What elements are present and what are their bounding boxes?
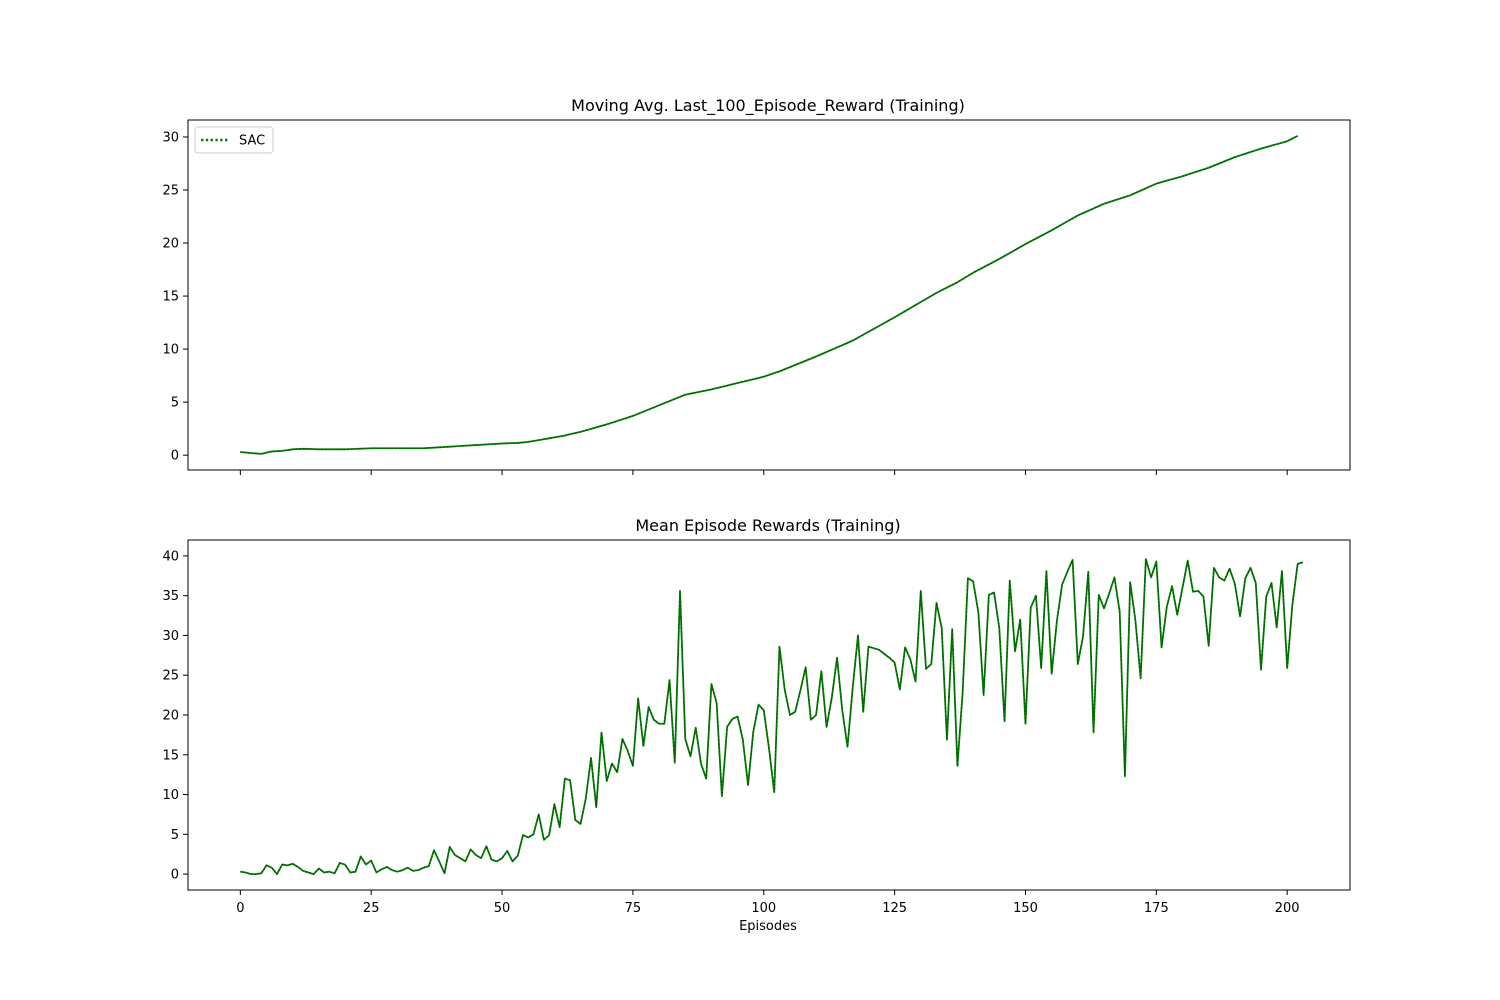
legend: SAC — [194, 126, 274, 154]
x-tick-label: 0 — [236, 901, 244, 916]
legend-label-sac: SAC — [239, 134, 265, 149]
mean-rewards-subplot: Mean Episode Rewards (Training) 0 5 10 15 20… — [162, 516, 1351, 934]
mean-rewards-plot-frame — [187, 539, 1351, 891]
x-tick-label: 75 — [625, 901, 642, 916]
moving-average-subplot: Moving Avg. Last_100_Episode_Reward (Tra… — [162, 96, 1351, 475]
x-tick-label: 100 — [751, 901, 776, 916]
y-tick-label: 0 — [171, 868, 179, 883]
x-tick-label: 25 — [363, 901, 380, 916]
mean-rewards-title: Mean Episode Rewards (Training) — [635, 516, 900, 535]
y-tick-label: 40 — [162, 549, 179, 564]
moving-average-plot-frame — [187, 119, 1351, 471]
x-tick-label: 150 — [1013, 901, 1038, 916]
moving-average-y-ticks: 0 5 10 15 20 25 30 — [162, 130, 188, 464]
x-tick-label: 200 — [1275, 901, 1300, 916]
y-tick-label: 20 — [162, 237, 179, 252]
y-tick-label: 0 — [171, 449, 179, 464]
mean-rewards-series — [240, 558, 1304, 876]
x-tick-label: 175 — [1144, 901, 1169, 916]
series-line — [240, 558, 1304, 875]
x-axis-label: Episodes — [739, 919, 797, 934]
moving-average-x-ticks — [239, 470, 1288, 475]
y-tick-label: 25 — [162, 669, 179, 684]
legend-box — [194, 126, 274, 154]
y-tick-label: 20 — [162, 709, 179, 724]
x-tick-label: 50 — [494, 901, 511, 916]
y-tick-label: 35 — [162, 589, 179, 604]
series-line — [240, 135, 1299, 455]
series-line-dots — [240, 135, 1298, 455]
y-tick-label: 25 — [162, 184, 179, 199]
y-tick-label: 15 — [162, 748, 179, 763]
y-tick-label: 10 — [162, 343, 179, 358]
y-tick-label: 10 — [162, 788, 179, 803]
y-tick-label: 5 — [171, 828, 179, 843]
mean-rewards-y-ticks: 0 5 10 15 20 25 30 35 40 — [162, 549, 188, 883]
moving-average-title: Moving Avg. Last_100_Episode_Reward (Tra… — [571, 96, 965, 116]
mean-rewards-x-ticks: 0 25 50 75 100 125 150 175 200 — [236, 890, 1300, 916]
y-tick-label: 15 — [162, 290, 179, 305]
moving-average-series — [240, 135, 1299, 455]
x-tick-label: 125 — [882, 901, 907, 916]
y-tick-label: 5 — [171, 396, 179, 411]
series-line-dots — [240, 558, 1304, 876]
y-tick-label: 30 — [162, 130, 179, 145]
y-tick-label: 30 — [162, 629, 179, 644]
